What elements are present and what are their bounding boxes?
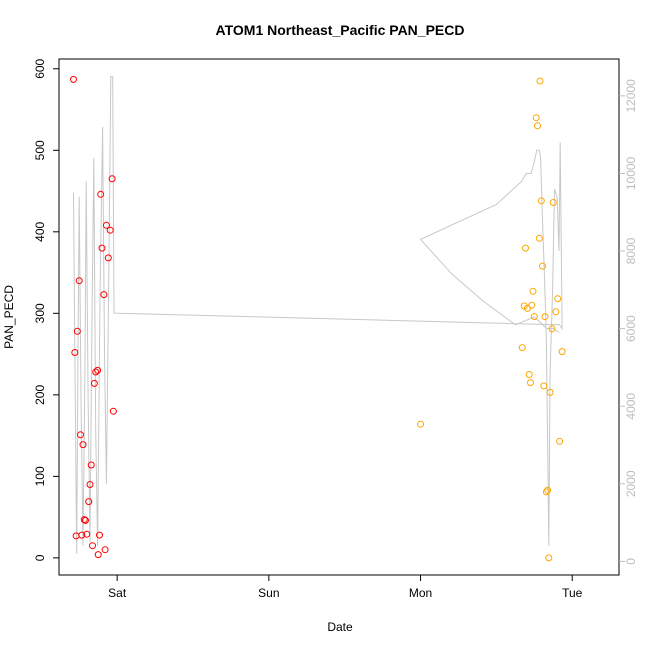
data-point-flight_2 — [546, 388, 554, 396]
y-tick-label: 300 — [33, 303, 47, 323]
data-point-flight_1 — [98, 244, 106, 252]
data-point-flight_1 — [109, 407, 117, 415]
data-point-flight_1 — [71, 349, 79, 356]
y-tick-label: 200 — [33, 385, 47, 405]
y-tick-label: 500 — [33, 140, 47, 160]
secondary-line-layer — [73, 76, 563, 554]
data-point-flight_1 — [104, 254, 112, 262]
altitude-line — [73, 76, 563, 554]
data-point-flight_1 — [79, 441, 87, 449]
data-point-flight_1 — [75, 277, 83, 285]
data-point-flight_1 — [96, 531, 103, 539]
data-point-flight_1 — [77, 431, 84, 439]
points-layer — [70, 75, 566, 562]
data-point-flight_1 — [80, 516, 88, 524]
data-point-flight_2 — [540, 382, 548, 390]
data-point-flight_2 — [544, 486, 552, 494]
data-point-flight_2 — [525, 371, 533, 378]
data-point-flight_1 — [101, 546, 109, 554]
data-point-flight_1 — [73, 327, 81, 335]
data-point-flight_2 — [545, 554, 553, 562]
y2-axis-right: 0 2000 4000 6000 8000 10000 12000 — [619, 79, 638, 565]
data-point-flight_1 — [94, 366, 102, 374]
data-point-flight_1 — [97, 190, 105, 198]
data-point-flight_2 — [542, 488, 550, 496]
y-tick-label: 600 — [33, 58, 47, 78]
y2-tick-label: 6000 — [624, 315, 638, 342]
data-point-flight_1 — [100, 291, 108, 299]
data-point-flight_2 — [532, 114, 540, 122]
data-point-flight_2 — [534, 122, 541, 130]
data-point-flight_2 — [535, 234, 543, 242]
x-axis: Sat Sun Mon Tue — [108, 575, 583, 600]
data-point-flight_2 — [556, 437, 564, 445]
x-tick-label: Mon — [409, 586, 432, 600]
x-tick-label: Sun — [258, 586, 279, 600]
data-point-flight_2 — [558, 348, 566, 356]
data-point-flight_1 — [85, 498, 93, 506]
y-tick-label: 100 — [33, 466, 47, 486]
y2-tick-label: 8000 — [624, 237, 638, 264]
y2-tick-label: 0 — [624, 558, 638, 565]
y2-tick-label: 12000 — [624, 79, 638, 113]
data-point-flight_1 — [70, 75, 77, 83]
y2-tick-label: 10000 — [624, 156, 638, 190]
data-point-flight_2 — [529, 287, 537, 295]
data-point-flight_2 — [548, 325, 556, 333]
y-axis: 0 100 200 300 400 500 600 — [33, 58, 59, 561]
data-point-flight_1 — [90, 379, 98, 387]
data-point-flight_2 — [530, 313, 538, 321]
y-axis-label: PAN_PECD — [2, 285, 16, 349]
data-point-flight_2 — [536, 77, 544, 85]
data-point-flight_1 — [102, 221, 110, 229]
data-point-flight_2 — [528, 301, 536, 309]
data-point-flight_1 — [106, 226, 114, 234]
data-point-flight_1 — [78, 531, 86, 539]
y-tick-label: 0 — [33, 554, 47, 561]
data-point-flight_1 — [87, 461, 95, 469]
data-point-flight_2 — [527, 379, 534, 387]
data-point-flight_2 — [522, 244, 529, 252]
x-axis-label: Date — [327, 620, 353, 634]
data-point-flight_2 — [552, 308, 560, 316]
data-point-flight_1 — [108, 175, 116, 183]
data-point-flight_2 — [541, 313, 549, 321]
x-tick-label: Tue — [562, 586, 583, 600]
data-point-flight_2 — [417, 420, 424, 428]
data-point-flight_1 — [83, 530, 91, 538]
data-point-flight_2 — [518, 344, 526, 352]
chart-title: ATOM1 Northeast_Pacific PAN_PECD — [216, 22, 465, 38]
y-tick-label: 400 — [33, 221, 47, 241]
x-tick-label: Sat — [108, 586, 127, 600]
data-point-flight_1 — [94, 551, 102, 559]
data-point-flight_1 — [89, 542, 96, 550]
data-point-flight_1 — [92, 368, 100, 376]
data-point-flight_2 — [549, 199, 557, 206]
y2-tick-label: 4000 — [624, 393, 638, 420]
data-point-flight_1 — [82, 516, 89, 524]
y2-tick-label: 2000 — [624, 470, 638, 497]
data-point-flight_1 — [86, 481, 94, 488]
plot-frame — [58, 58, 620, 576]
data-point-flight_2 — [554, 295, 562, 303]
data-point-flight_2 — [539, 262, 546, 270]
data-point-flight_2 — [537, 197, 545, 205]
